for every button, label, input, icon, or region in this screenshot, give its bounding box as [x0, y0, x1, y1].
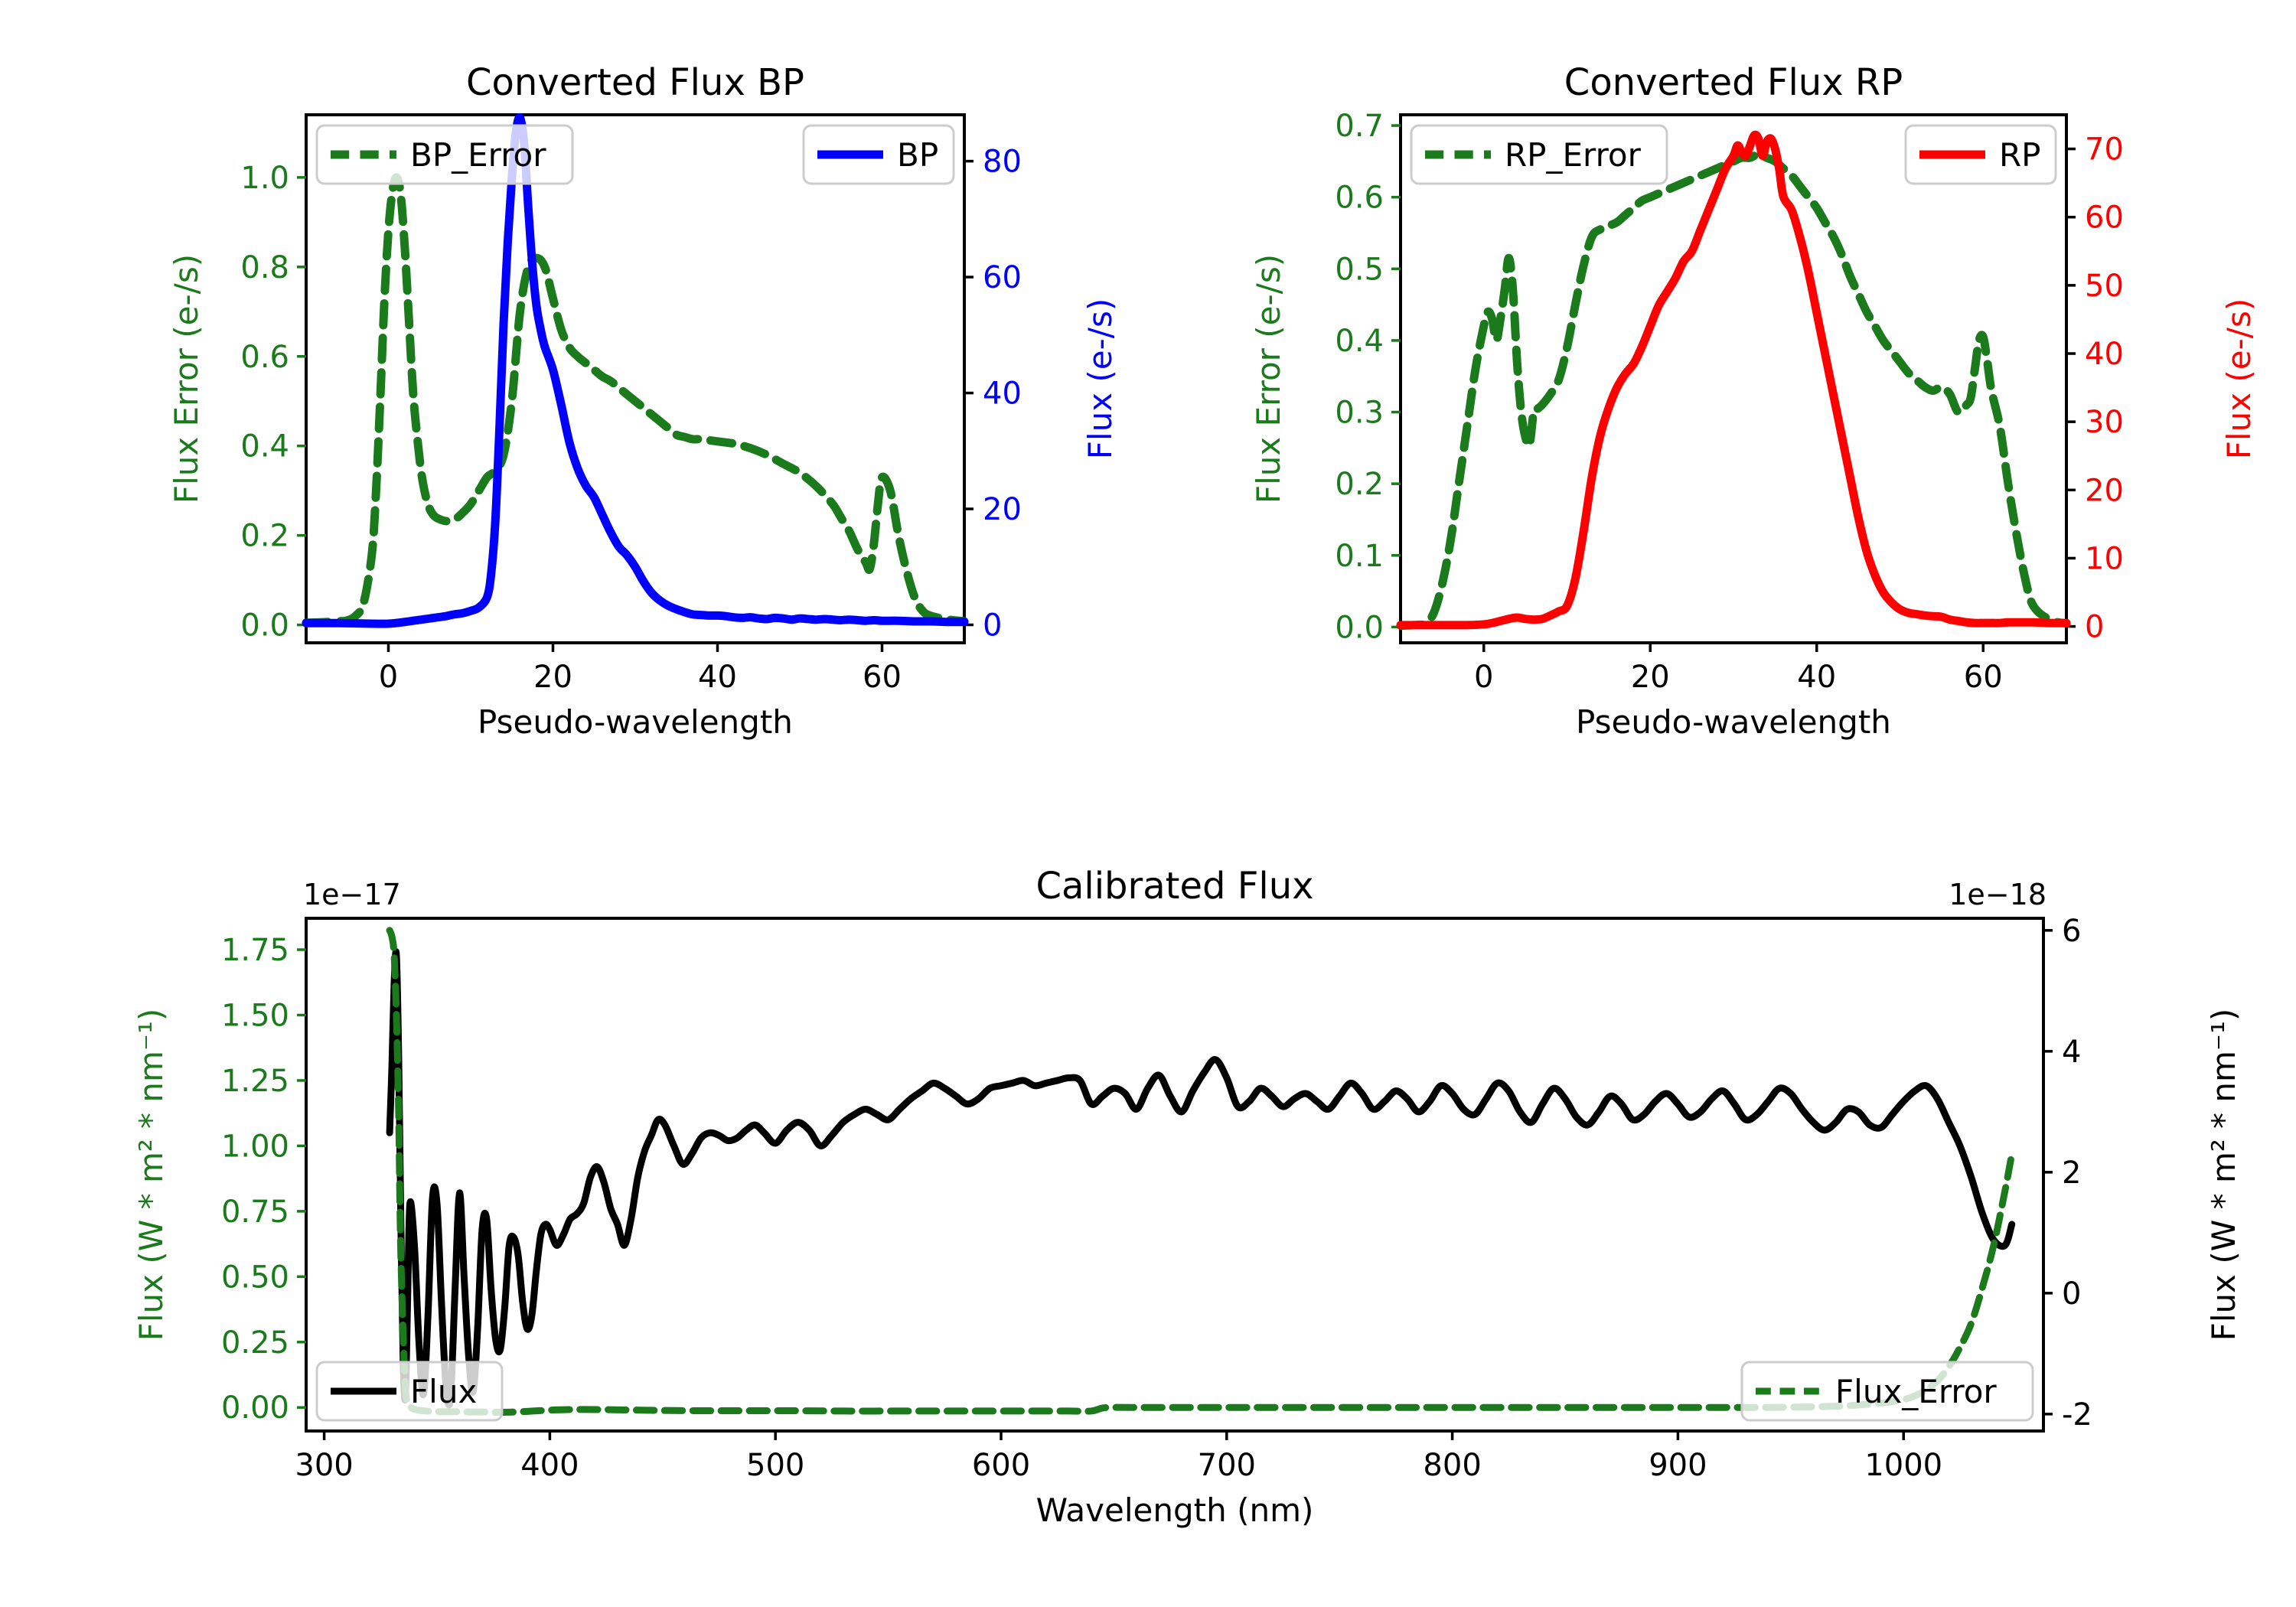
plot-frame: [305, 917, 2045, 1433]
y-tick-label-left: 0.1: [1335, 539, 1384, 574]
legend-label: BP: [897, 136, 938, 174]
y-tick-label-right: 0: [2085, 610, 2104, 645]
x-tick-label: 40: [1797, 660, 1836, 695]
y-tick-label-right: 80: [983, 145, 1022, 180]
y-tick-label-right: 0: [983, 608, 1002, 644]
y-axis-label-left: Flux Error (e-/s): [1250, 254, 1287, 504]
y-tick-label-left: 0.0: [240, 608, 289, 644]
y-tick-label-left: 0.5: [1335, 252, 1384, 287]
x-tick-label: 500: [746, 1448, 804, 1483]
x-axis-label: Wavelength (nm): [1036, 1491, 1314, 1529]
y-tick-label-left: 0.2: [240, 519, 289, 554]
legend-label: RP: [1999, 136, 2041, 174]
y-tick-label-left: 1.0: [240, 161, 289, 196]
x-tick-label: 700: [1198, 1448, 1256, 1483]
x-tick-label: 60: [863, 660, 902, 695]
x-axis-label: Pseudo-wavelength: [1576, 703, 1891, 741]
y-tick-label-right: 2: [2062, 1156, 2081, 1191]
legend-flux_error[interactable]: Flux_Error: [1740, 1361, 2034, 1422]
y-tick-label-right: 20: [983, 492, 1022, 527]
x-tick-label: 20: [533, 660, 572, 695]
series-line-flux: [386, 948, 2016, 1409]
y-tick-label-left: 0.4: [1335, 324, 1384, 359]
legend-rp_error[interactable]: RP_Error: [1410, 124, 1668, 185]
legend-label: Flux: [410, 1373, 477, 1410]
y-axis-offset-right: 1e−18: [1949, 878, 2047, 911]
legend-bp[interactable]: BP: [802, 124, 955, 185]
series-line-rp_error: [1396, 149, 2071, 631]
series-line-bp: [302, 112, 969, 628]
panel-converted-flux-bp: Converted Flux BP 0 20 40 60 Pseudo-wavelengt…: [0, 0, 1148, 811]
y-tick-label-right: 10: [2085, 541, 2124, 576]
y-tick-label-right: 4: [2062, 1035, 2081, 1070]
y-axis-label-right: Flux (W * m² * nm⁻¹): [2205, 1009, 2242, 1341]
y-tick-label-right: 50: [2085, 269, 2124, 304]
x-tick-label: 400: [520, 1448, 579, 1483]
y-axis-label-right: Flux (e-/s): [1081, 298, 1119, 459]
y-tick-label-left: 0.00: [221, 1390, 289, 1426]
legend-label: RP_Error: [1505, 136, 1642, 174]
y-tick-label-left: 1.75: [221, 933, 289, 968]
x-tick-label: 900: [1649, 1448, 1707, 1483]
series-line-bp_error: [302, 173, 969, 627]
panel-title: Converted Flux RP: [1564, 61, 1903, 104]
legend-bp_error[interactable]: BP_Error: [315, 124, 574, 185]
x-tick-label: 0: [1474, 660, 1493, 695]
x-tick-label: 20: [1631, 660, 1670, 695]
y-tick-label-left: 0.50: [221, 1260, 289, 1295]
y-tick-label-right: 20: [2085, 473, 2124, 508]
y-tick-label-left: 1.25: [221, 1064, 289, 1099]
plot-frame: [305, 113, 966, 644]
y-tick-label-left: 1.00: [221, 1129, 289, 1164]
y-tick-label-right: 0: [2062, 1276, 2081, 1312]
y-tick-label-left: 0.2: [1335, 467, 1384, 502]
legend-label: BP_Error: [410, 136, 546, 174]
y-tick-label-left: 0.75: [221, 1195, 289, 1230]
y-axis-offset-left: 1e−17: [303, 878, 401, 911]
panel-calibrated-flux: Calibrated Flux 1e−17 1e−18 300 400 500 600 700…: [0, 796, 2296, 1607]
legend-label: Flux_Error: [1835, 1373, 1997, 1410]
legend-rp[interactable]: RP: [1904, 124, 2057, 185]
x-tick-label: 0: [379, 660, 398, 695]
y-tick-label-right: 40: [983, 376, 1022, 412]
y-tick-label-right: -2: [2062, 1397, 2092, 1433]
y-tick-label-left: 0.25: [221, 1325, 289, 1361]
y-tick-label-left: 0.8: [240, 250, 289, 285]
y-tick-label-left: 0.3: [1335, 396, 1384, 431]
x-axis-label: Pseudo-wavelength: [478, 703, 793, 741]
x-tick-label: 60: [1964, 660, 2003, 695]
y-tick-label-right: 70: [2085, 132, 2124, 168]
x-tick-label: 300: [295, 1448, 353, 1483]
y-tick-label-right: 30: [2085, 405, 2124, 440]
x-tick-label: 600: [972, 1448, 1030, 1483]
x-tick-label: 800: [1423, 1448, 1481, 1483]
y-axis-label-right: Flux (e-/s): [2220, 298, 2258, 459]
y-tick-label-left: 1.50: [221, 998, 289, 1033]
series-line-flux_error: [386, 927, 2016, 1416]
y-axis-label-left: Flux Error (e-/s): [168, 254, 205, 504]
legend-flux[interactable]: Flux: [315, 1361, 504, 1422]
panel-title: Converted Flux BP: [466, 61, 804, 104]
y-tick-label-left: 0.4: [240, 429, 289, 464]
y-tick-label-left: 0.0: [1335, 610, 1384, 645]
y-tick-label-left: 0.7: [1335, 109, 1384, 144]
y-tick-label-left: 0.6: [1335, 181, 1384, 216]
panel-converted-flux-rp: Converted Flux RP 0 20 40 60 Pseudo-wavelengt…: [1110, 0, 2296, 811]
y-tick-label-right: 60: [2085, 200, 2124, 236]
y-tick-label-right: 40: [2085, 337, 2124, 372]
x-tick-label: 1000: [1864, 1448, 1942, 1483]
y-axis-label-left: Flux (W * m² * nm⁻¹): [132, 1009, 170, 1341]
plot-frame: [1399, 113, 2068, 644]
panel-title: Calibrated Flux: [1035, 865, 1313, 908]
y-tick-label-right: 60: [983, 260, 1022, 295]
x-tick-label: 40: [698, 660, 737, 695]
y-tick-label-left: 0.6: [240, 340, 289, 375]
y-tick-label-right: 6: [2062, 914, 2081, 949]
series-line-rp: [1396, 130, 2071, 630]
